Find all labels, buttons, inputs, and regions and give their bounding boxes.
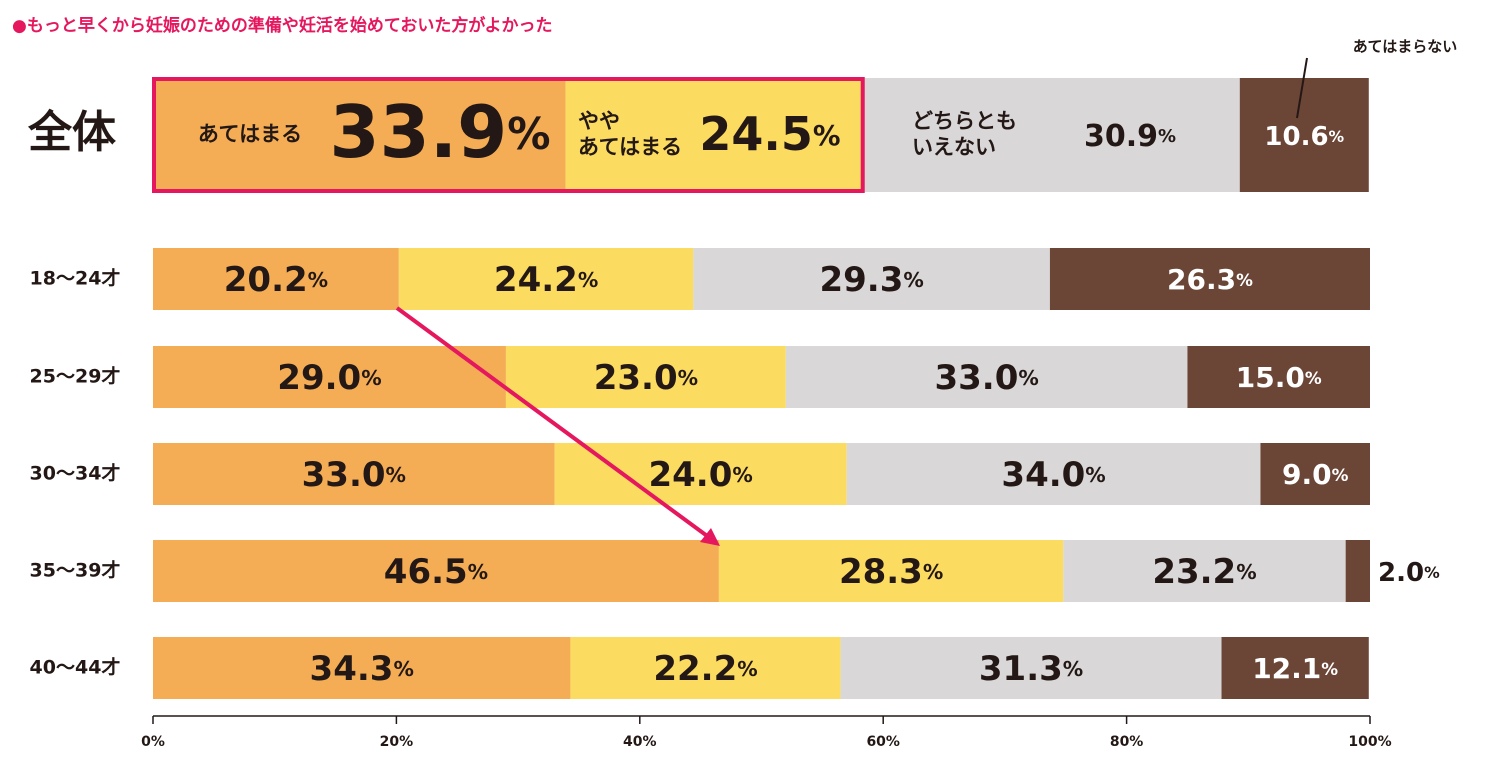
value-label: 10.6%	[1264, 122, 1344, 152]
value-label: 26.3%	[1167, 263, 1253, 296]
value-label: 20.2%	[224, 260, 328, 300]
arrow-head	[700, 528, 720, 546]
category-label: 25〜29才	[30, 365, 121, 388]
legend-label: ややあてはまる	[578, 109, 682, 159]
plot	[153, 78, 1370, 699]
bar-segment	[153, 346, 506, 408]
category-label: 30〜34才	[30, 462, 121, 485]
bar-segment	[1260, 443, 1370, 505]
value-label: 9.0%	[1282, 458, 1349, 491]
value-label: 33.0%	[934, 358, 1038, 398]
bar-segment	[840, 637, 1222, 699]
value-label: 24.0%	[648, 455, 752, 495]
x-tick-label: 60%	[866, 734, 900, 750]
value-label: 33.9%	[330, 90, 551, 174]
value-label: 34.3%	[310, 649, 414, 689]
bar-segment	[693, 248, 1050, 310]
bar-segment	[505, 346, 786, 408]
value-label: 24.5%	[699, 107, 840, 161]
value-label: 30.9%	[1084, 119, 1176, 154]
bar-segment	[153, 540, 719, 602]
bar-segment	[554, 443, 847, 505]
value-label: 29.0%	[277, 358, 381, 398]
value-label: 15.0%	[1236, 361, 1322, 394]
bar-segment	[718, 540, 1064, 602]
bar-segment	[1345, 540, 1370, 602]
value-label: 46.5%	[384, 552, 488, 592]
bar-segment	[153, 443, 555, 505]
category-label: 40〜44才	[30, 656, 121, 679]
value-label: 24.2%	[494, 260, 598, 300]
value-label: 31.3%	[979, 649, 1083, 689]
bar-segment	[1049, 248, 1370, 310]
legend-label: どちらともいえない	[912, 109, 1017, 159]
bar-segment	[565, 78, 864, 192]
value-label: 29.3%	[819, 260, 923, 300]
x-tick-label: 20%	[380, 734, 414, 750]
legend-label: あてはまらない	[1353, 38, 1457, 56]
arrow	[395, 306, 716, 543]
leader-line	[1296, 57, 1308, 119]
value-label: 23.0%	[594, 358, 698, 398]
bar-segment	[846, 443, 1261, 505]
category-label: 35〜39才	[30, 559, 121, 582]
x-tick-label: 0%	[141, 734, 165, 750]
bar-segment	[1063, 540, 1346, 602]
x-tick-label: 100%	[1348, 734, 1391, 750]
bar-segment	[153, 637, 571, 699]
value-label: 33.0%	[302, 455, 406, 495]
bar-segment	[153, 248, 399, 310]
bar-segment	[863, 78, 1240, 192]
category-label: 全体	[27, 107, 116, 158]
bar-segment	[153, 78, 566, 192]
x-tick-label: 40%	[623, 734, 657, 750]
chart-title: ●もっと早くから妊娠のための準備や妊活を始めておいた方がよかった	[12, 15, 552, 36]
value-label: 23.2%	[1152, 552, 1256, 592]
value-label: 34.0%	[1001, 455, 1105, 495]
value-label: 12.1%	[1252, 652, 1338, 685]
bar-segment	[785, 346, 1188, 408]
value-label: 22.2%	[653, 649, 757, 689]
x-tick-label: 80%	[1110, 734, 1144, 750]
highlight-box	[152, 77, 865, 193]
category-label: 18〜24才	[30, 267, 121, 290]
value-label: 2.0%	[1378, 558, 1440, 588]
bar-segment	[1239, 78, 1369, 192]
bar-segment	[398, 248, 694, 310]
bar-segment	[1187, 346, 1370, 408]
bar-segment	[1221, 637, 1369, 699]
value-label: 28.3%	[839, 552, 943, 592]
bar-segment	[570, 637, 841, 699]
legend-label: あてはまる	[198, 122, 302, 146]
